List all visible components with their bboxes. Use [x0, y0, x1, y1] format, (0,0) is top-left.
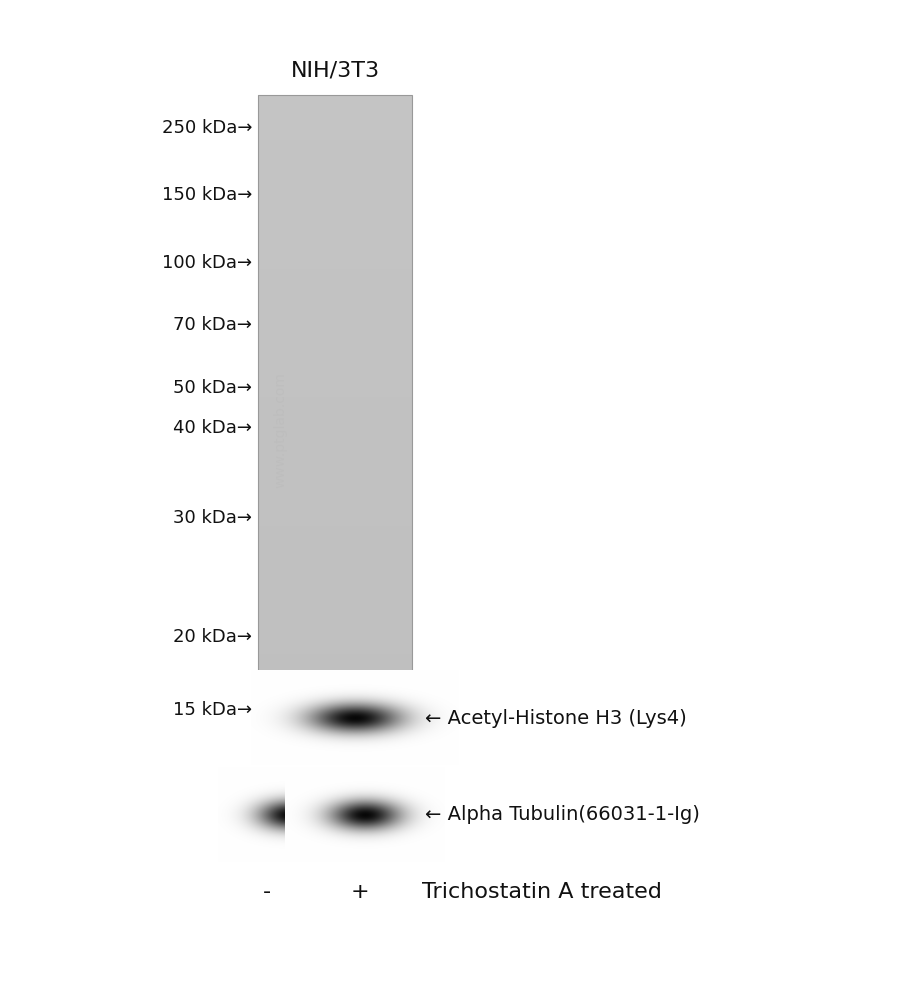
Text: 50 kDa→: 50 kDa→ — [173, 379, 252, 397]
Text: 40 kDa→: 40 kDa→ — [173, 419, 252, 437]
Text: +: + — [351, 882, 369, 902]
Text: Trichostatin A treated: Trichostatin A treated — [422, 882, 662, 902]
Text: NIH/3T3: NIH/3T3 — [291, 60, 380, 80]
Text: 70 kDa→: 70 kDa→ — [173, 316, 252, 334]
Text: -: - — [263, 882, 271, 902]
Bar — [258, 770, 412, 860]
Text: ← Alpha Tubulin(66031-1-Ig): ← Alpha Tubulin(66031-1-Ig) — [425, 806, 700, 824]
Text: 15 kDa→: 15 kDa→ — [173, 701, 252, 719]
Text: 150 kDa→: 150 kDa→ — [162, 186, 252, 204]
Text: ← Acetyl-Histone H3 (Lys4): ← Acetyl-Histone H3 (Lys4) — [425, 708, 687, 728]
Text: 250 kDa→: 250 kDa→ — [161, 119, 252, 137]
Text: 30 kDa→: 30 kDa→ — [173, 509, 252, 527]
Bar — [258, 95, 412, 750]
Text: 20 kDa→: 20 kDa→ — [173, 628, 252, 646]
Text: www.ptglab.com: www.ptglab.com — [273, 372, 287, 488]
Text: 100 kDa→: 100 kDa→ — [162, 254, 252, 272]
